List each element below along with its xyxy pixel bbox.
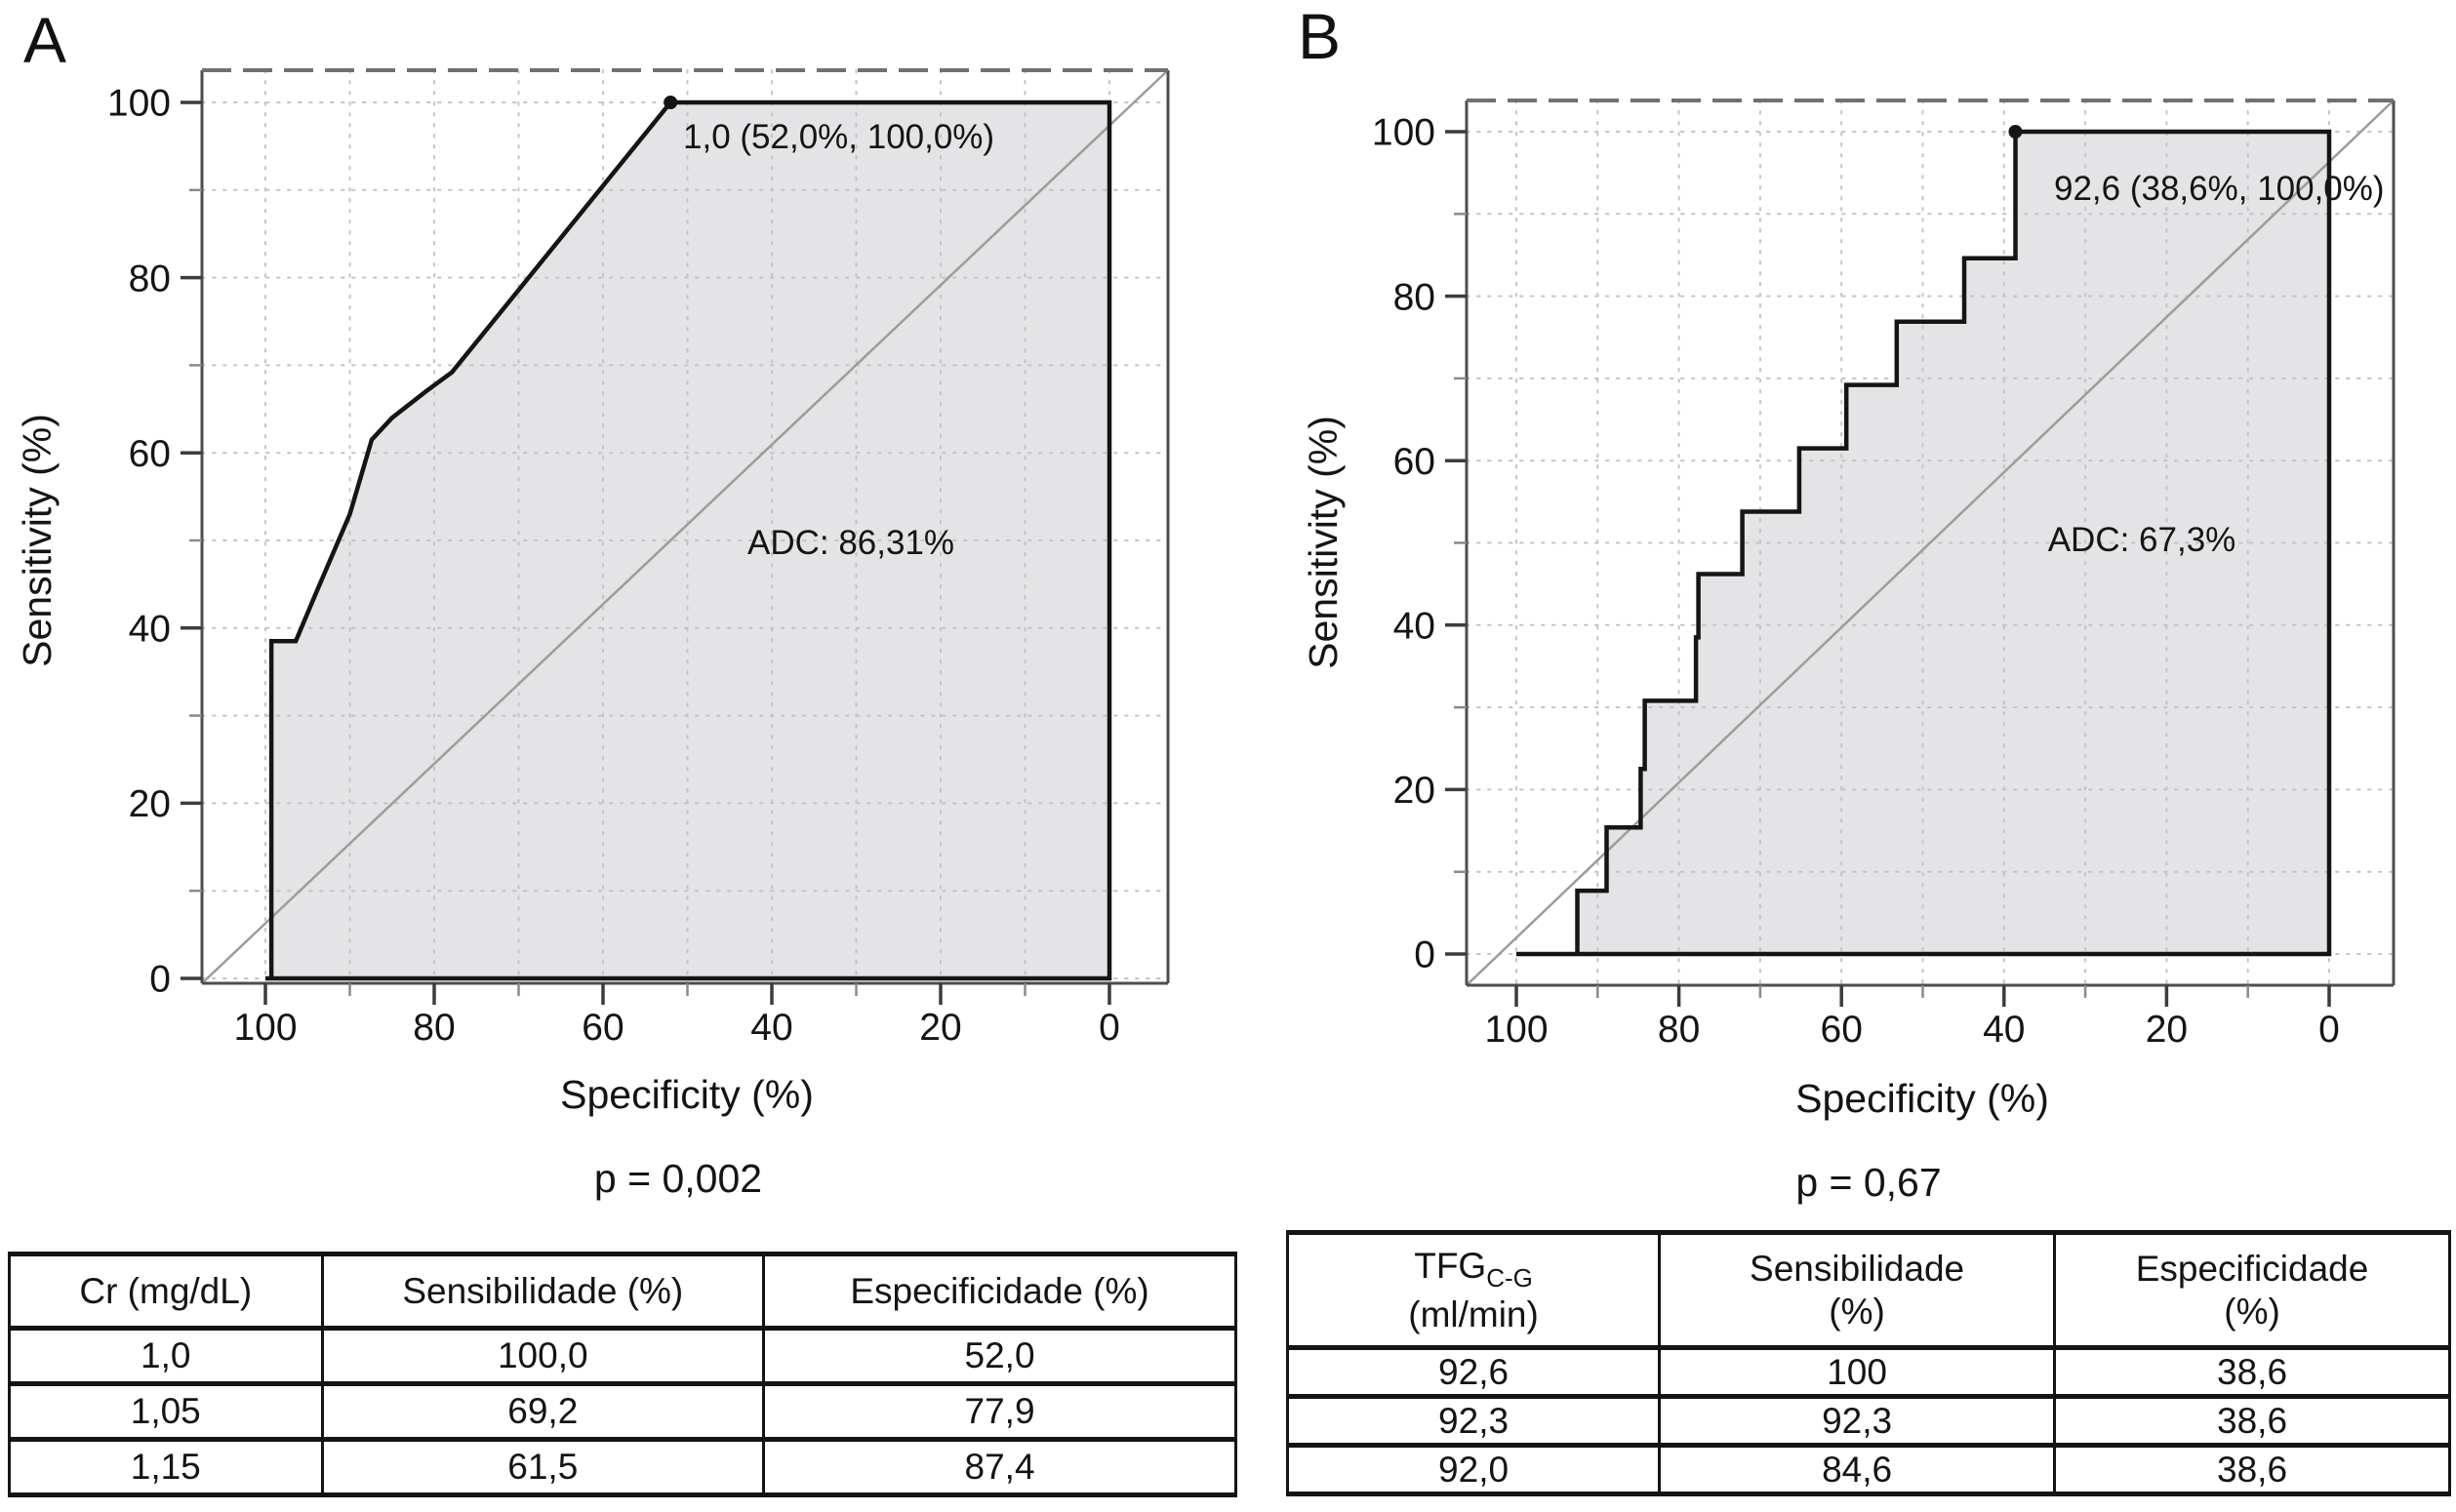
y-axis-label: Sensitivity (%) xyxy=(1301,416,1346,669)
panel-b-label: B xyxy=(1298,0,1342,72)
x-tick-label: 60 xyxy=(1821,1009,1863,1051)
roc-chart-a: 0 0 20 20 40 40 60 60 80 80 100 100 Specificity (%) S… xyxy=(15,68,1170,1201)
table-cell: 92,3 xyxy=(1658,1394,2057,1448)
roc-chart-b: 0 0 20 20 40 40 60 60 80 80 100 100 Specificity (%) S… xyxy=(1301,99,2396,1205)
y-tick-label: 40 xyxy=(129,608,171,650)
cutoff-marker xyxy=(2008,125,2023,139)
table-cell: 69,2 xyxy=(320,1381,766,1442)
table-cell: 100,0 xyxy=(320,1326,766,1386)
table-cell: 1,0 xyxy=(8,1326,324,1386)
table-cell: 38,6 xyxy=(2053,1394,2451,1448)
column-header: Sensibilidade (%) xyxy=(320,1252,766,1331)
x-tick-label: 0 xyxy=(1099,1007,1120,1049)
y-tick-label: 60 xyxy=(1393,441,1435,483)
table-cell: 92,6 xyxy=(1285,1345,1662,1399)
table-row: 92,3 92,3 38,6 xyxy=(1285,1394,2451,1448)
table-cell: 92,3 xyxy=(1285,1394,1662,1448)
cutoff-table-creatinine: Cr (mg/dL) Sensibilidade (%) Especificid… xyxy=(8,1252,1237,1497)
table-header-row: Cr (mg/dL) Sensibilidade (%) Especificid… xyxy=(8,1252,1237,1331)
table-cell: 77,9 xyxy=(762,1381,1237,1442)
table-cell: 38,6 xyxy=(2053,1443,2451,1496)
y-tick-label: 0 xyxy=(149,959,171,1001)
x-tick-label: 20 xyxy=(2146,1009,2188,1051)
table-row: 1,15 61,5 87,4 xyxy=(8,1437,1237,1497)
y-tick-label: 80 xyxy=(1393,276,1435,318)
y-tick-label: 40 xyxy=(1393,605,1435,647)
x-tick-label: 40 xyxy=(1983,1009,2025,1051)
table-cell: 61,5 xyxy=(320,1437,766,1497)
y-tick-label: 20 xyxy=(1393,770,1435,812)
table-row: 92,0 84,6 38,6 xyxy=(1285,1443,2451,1496)
tfg-label: TFG xyxy=(1414,1245,1487,1286)
x-axis-label: Specificity (%) xyxy=(1795,1076,2049,1121)
table-cell: 52,0 xyxy=(762,1326,1237,1386)
column-header: Especificidade (%) xyxy=(762,1252,1237,1331)
roc-curve xyxy=(265,99,1112,981)
y-tick-label: 60 xyxy=(129,433,171,475)
y-tick-label: 100 xyxy=(1372,112,1435,154)
table-cell: 84,6 xyxy=(1658,1443,2057,1496)
column-header: Cr (mg/dL) xyxy=(8,1252,324,1331)
table-cell: 87,4 xyxy=(762,1437,1237,1497)
cutoff-marker xyxy=(664,96,678,109)
p-value-label: p = 0,002 xyxy=(594,1156,762,1201)
x-tick-label: 60 xyxy=(582,1007,624,1049)
x-tick-label: 80 xyxy=(1658,1009,1700,1051)
roc-curve xyxy=(1516,129,2332,957)
x-tick-label: 80 xyxy=(413,1007,455,1049)
cutoff-label: 92,6 (38,6%, 100,0%) xyxy=(2054,170,2385,208)
tfg-units: (ml/min) xyxy=(1408,1293,1539,1334)
table-row: 1,0 100,0 52,0 xyxy=(8,1326,1237,1386)
auc-label: ADC: 86,31% xyxy=(747,524,954,562)
y-tick-label: 20 xyxy=(129,783,171,825)
column-header: Especificidade (%) xyxy=(2053,1230,2451,1350)
table-row: 1,05 69,2 77,9 xyxy=(8,1381,1237,1442)
cutoff-label: 1,0 (52,0%, 100,0%) xyxy=(683,118,994,156)
auc-label: ADC: 67,3% xyxy=(2048,521,2236,559)
p-value-label: p = 0,67 xyxy=(1795,1160,1941,1205)
y-tick-label: 100 xyxy=(107,83,171,125)
x-tick-label: 100 xyxy=(1484,1009,1548,1051)
column-header: Sensibilidade (%) xyxy=(1658,1230,2057,1350)
x-tick-label: 100 xyxy=(233,1007,297,1049)
x-tick-label: 40 xyxy=(750,1007,792,1049)
tfg-subscript: C-G xyxy=(1486,1262,1533,1293)
table-cell: 100 xyxy=(1658,1345,2057,1399)
panel-a-label: A xyxy=(23,4,67,76)
table-cell: 92,0 xyxy=(1285,1443,1662,1496)
cutoff-table-tfg: TFGC-G (ml/min) Sensibilidade (%) Especi… xyxy=(1285,1230,2451,1496)
diagonal-reference-line xyxy=(201,69,1169,984)
y-tick-label: 80 xyxy=(129,258,171,299)
x-axis-label: Specificity (%) xyxy=(560,1072,814,1117)
table-cell: 1,05 xyxy=(8,1381,324,1442)
table-header-row: TFGC-G (ml/min) Sensibilidade (%) Especi… xyxy=(1285,1230,2451,1350)
x-tick-label: 0 xyxy=(2318,1009,2340,1051)
y-tick-label: 0 xyxy=(1414,935,1435,976)
diagonal-reference-line xyxy=(1466,99,2395,986)
table-cell: 1,15 xyxy=(8,1437,324,1497)
table-cell: 38,6 xyxy=(2053,1345,2451,1399)
x-tick-label: 20 xyxy=(919,1007,961,1049)
y-axis-label: Sensitivity (%) xyxy=(15,414,60,667)
table-row: 92,6 100 38,6 xyxy=(1285,1345,2451,1399)
column-header: TFGC-G (ml/min) xyxy=(1285,1230,1662,1350)
